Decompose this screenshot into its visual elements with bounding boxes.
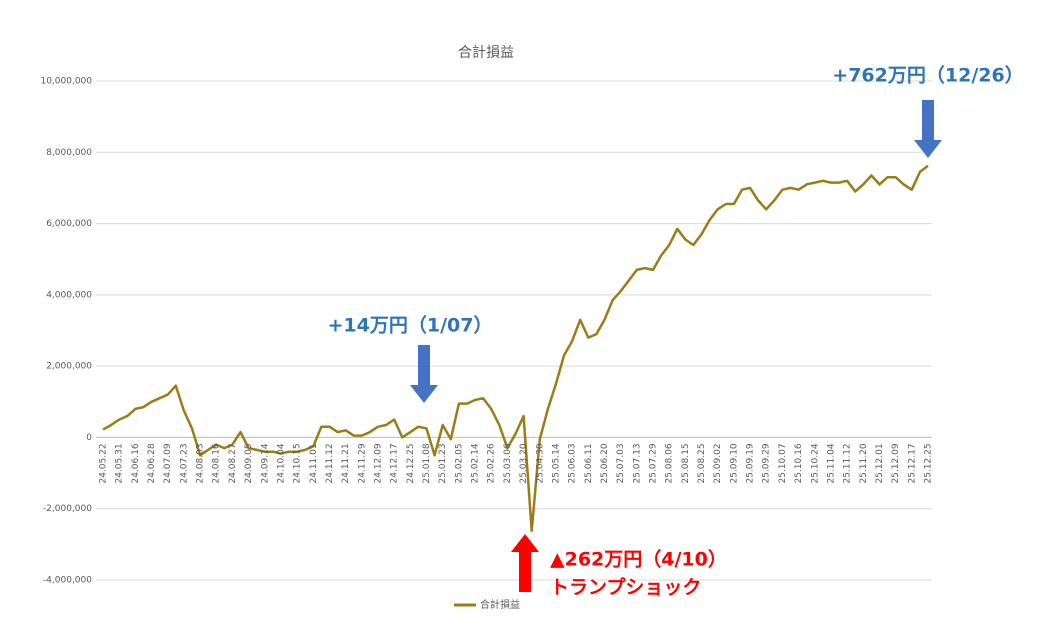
x-tick-label: 25.09.10	[729, 443, 739, 483]
x-tick-label: 25.01.08	[422, 443, 432, 483]
legend-label: 合計損益	[480, 598, 520, 611]
x-tick-label: 25.03.20	[519, 443, 529, 483]
x-tick-label: 25.12.25	[924, 443, 934, 483]
x-tick-label: 24.11.12	[325, 443, 335, 483]
x-tick-label: 24.06.16	[131, 443, 141, 483]
y-tick-label: 2,000,000	[46, 362, 92, 372]
plot	[102, 164, 929, 533]
x-tick-label: 25.02.26	[487, 443, 497, 483]
x-tick-label: 24.05.31	[115, 443, 125, 483]
x-tick-label: 25.12.09	[891, 443, 901, 483]
x-tick-label: 24.11.01	[309, 443, 319, 483]
x-tick-label: 25.06.03	[568, 443, 578, 483]
annotation: +762万円（12/26）	[832, 64, 1023, 87]
x-tick-label: 24.11.29	[357, 443, 367, 483]
x-tick-label: 24.07.09	[163, 443, 173, 483]
x-tick-label: 24.06.28	[147, 443, 157, 483]
x-tick-label: 24.09.14	[260, 443, 270, 483]
x-tick-label: 25.07.29	[649, 443, 659, 483]
x-tick-label: 25.08.25	[697, 443, 707, 483]
x-tick-label: 24.12.17	[390, 443, 400, 483]
y-tick-label: 8,000,000	[46, 148, 92, 158]
x-tick-label: 25.01.23	[438, 443, 448, 483]
x-tick-label: 25.10.07	[778, 443, 788, 483]
x-tick-label: 25.09.29	[762, 443, 772, 483]
x-tick-label: 24.08.16	[212, 443, 222, 483]
annotation: トランプショック	[550, 576, 701, 599]
x-tick-label: 25.02.14	[471, 443, 481, 483]
arrow	[914, 100, 942, 158]
arrow	[511, 534, 539, 592]
x-tick-label: 25.08.06	[665, 443, 675, 483]
arrow	[410, 345, 438, 403]
annotation: ▲262万円（4/10）	[550, 548, 727, 571]
x-tick-label: 25.07.03	[616, 443, 626, 483]
x-tick-label: 24.11.21	[341, 443, 351, 483]
y-tick-label: 0	[86, 433, 92, 443]
grid	[96, 80, 932, 581]
x-tick-label: 25.03.06	[503, 443, 513, 483]
y-tick-label: 6,000,000	[46, 219, 92, 229]
x-tick-label: 25.11.20	[859, 443, 869, 483]
x-tick-label: 24.12.09	[374, 443, 384, 483]
x-tick-label: 25.08.15	[681, 443, 691, 483]
x-tick-label: 25.10.16	[794, 443, 804, 483]
x-tick-label: 24.07.23	[179, 443, 189, 483]
x-tick-label: 24.05.22	[99, 443, 109, 483]
x-tick-label: 25.09.02	[713, 443, 723, 483]
x-tick-label: 25.10.24	[810, 443, 820, 483]
x-tick-label: 25.11.12	[843, 443, 853, 483]
x-tick-label: 24.09.05	[244, 443, 254, 483]
x-tick-label: 25.06.20	[600, 443, 610, 483]
x-tick-label: 24.10.04	[276, 443, 286, 483]
x-tick-label: 25.12.17	[907, 443, 917, 483]
x-tick-label: 24.08.27	[228, 443, 238, 483]
x-tick-label: 24.08.03	[196, 443, 206, 483]
x-tick-label: 25.06.11	[584, 443, 594, 483]
x-tick-label: 24.10.15	[293, 443, 303, 483]
annotation: +14万円（1/07）	[328, 314, 493, 337]
y-tick-label: -4,000,000	[43, 576, 92, 586]
data-line	[102, 164, 929, 533]
y-tick-label: 4,000,000	[46, 290, 92, 300]
x-tick-label: 25.11.04	[826, 443, 836, 483]
y-tick-label: 10,000,000	[40, 77, 92, 87]
x-tick-label: 25.04.30	[535, 443, 545, 483]
x-tick-label: 24.12.25	[406, 443, 416, 483]
x-tick-label: 25.05.14	[551, 443, 561, 483]
x-tick-label: 25.02.05	[454, 443, 464, 483]
y-tick-label: -2,000,000	[43, 504, 92, 514]
x-tick-label: 25.07.13	[632, 443, 642, 483]
x-tick-label: 25.12.01	[875, 443, 885, 483]
chart-title: 合計損益	[458, 45, 514, 61]
x-tick-label: 25.09.19	[746, 443, 756, 483]
